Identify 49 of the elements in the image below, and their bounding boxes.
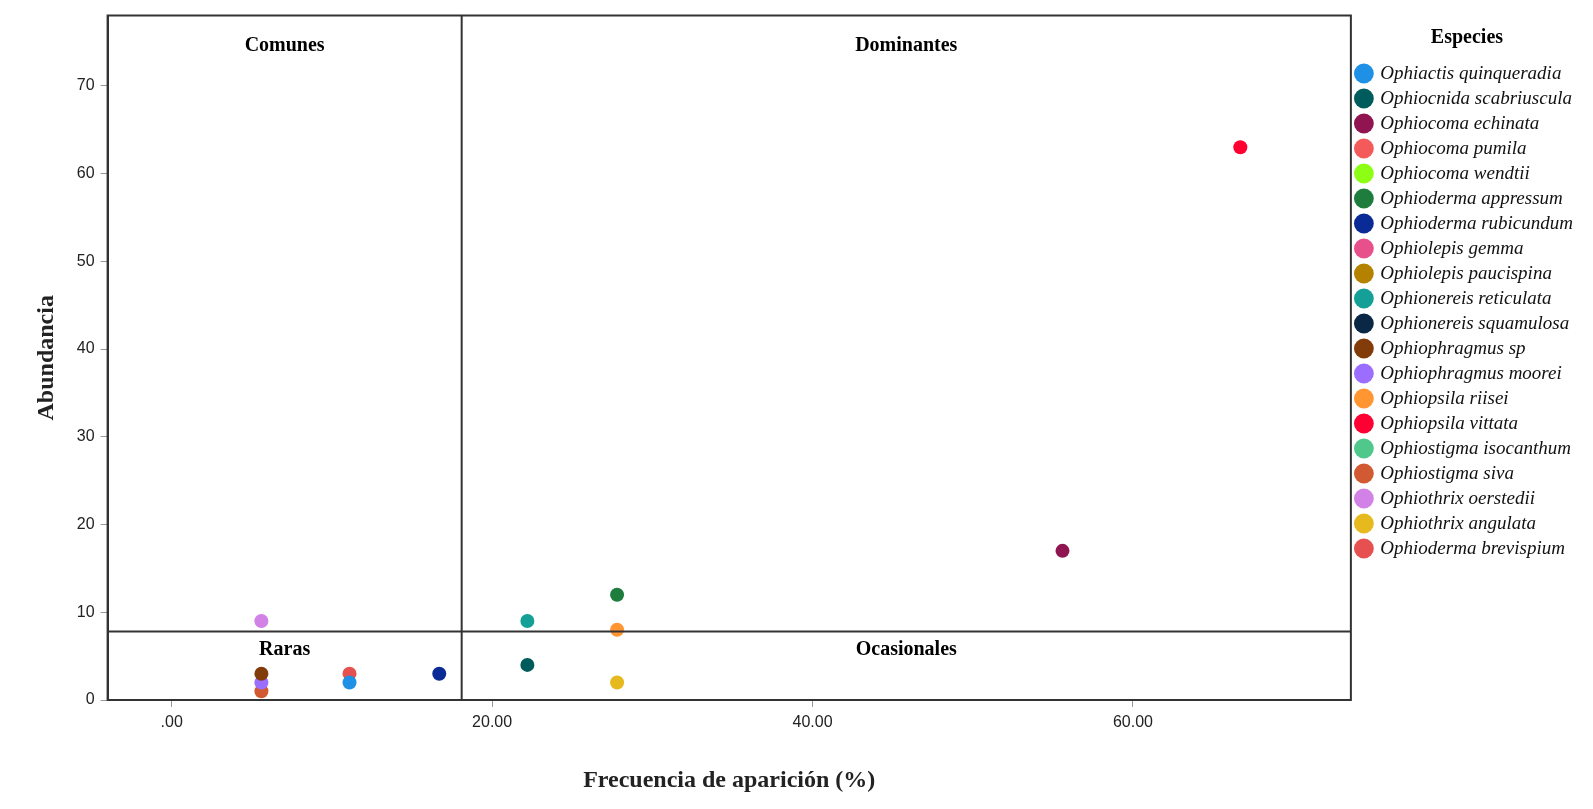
point [1055, 543, 1070, 558]
x-axis-title: Frecuencia de aparición (%) [583, 765, 876, 792]
legend-label: Ophiocoma echinata [1380, 111, 1540, 133]
legend-label: Ophiocoma pumila [1380, 136, 1527, 158]
y-tick-label: 20 [76, 514, 95, 532]
point [520, 614, 535, 629]
legend-label: Ophiolepis paucispina [1380, 261, 1552, 283]
point [520, 657, 535, 672]
legend-label: Ophiocoma wendtii [1380, 161, 1530, 183]
legend-label: Ophiostigma siva [1380, 461, 1514, 483]
legend-label: Ophionereis reticulata [1380, 286, 1552, 308]
legend-label: Ophiophragmus sp [1380, 336, 1526, 358]
y-tick-label: 0 [85, 690, 95, 708]
point [342, 675, 357, 690]
legend-label: Ophiopsila riisei [1380, 386, 1509, 408]
annotation: Ocasionales [855, 636, 958, 659]
y-tick-label: 70 [76, 76, 95, 94]
point [254, 614, 269, 629]
legend-label: Ophiophragmus moorei [1380, 361, 1562, 383]
point [1233, 140, 1248, 155]
legend-label: Ophioderma brevispium [1380, 536, 1565, 558]
legend-label: Ophiothrix oerstedii [1380, 486, 1536, 508]
x-tick-label: 60.00 [1112, 713, 1154, 731]
point [254, 666, 269, 681]
legend-label: Ophiolepis gemma [1380, 236, 1524, 258]
x-tick-label: 20.00 [472, 713, 513, 731]
y-axis-title: Abundancia [31, 295, 58, 421]
legend-label: Ophioderma appressum [1380, 186, 1563, 208]
x-tick-label: 40.00 [792, 713, 833, 731]
legend-label: Ophionereis squamulosa [1380, 311, 1570, 333]
legend-label: Ophioderma rubicundum [1380, 211, 1574, 233]
point [432, 666, 447, 681]
legend-label: Ophiostigma isocanthum [1380, 436, 1571, 458]
legend-label: Ophiocnida scabriuscula [1380, 86, 1572, 108]
legend-title: Especies [1430, 25, 1504, 49]
annotation: Raras [259, 636, 311, 659]
annotation: Comunes [244, 32, 325, 55]
legend-label: Ophiothrix angulata [1380, 511, 1537, 533]
y-tick-label: 50 [76, 251, 95, 269]
x-tick-label: .00 [160, 713, 183, 731]
y-tick-label: 40 [76, 339, 95, 357]
legend-label: Ophiopsila vittata [1380, 411, 1519, 433]
y-tick-label: 30 [76, 427, 95, 445]
point [610, 675, 625, 690]
y-tick-label: 10 [76, 602, 95, 620]
legend-label: Ophiactis quinqueradia [1380, 61, 1562, 83]
annotation: Dominantes [855, 32, 958, 55]
y-tick-label: 60 [76, 163, 95, 181]
point [610, 587, 625, 602]
